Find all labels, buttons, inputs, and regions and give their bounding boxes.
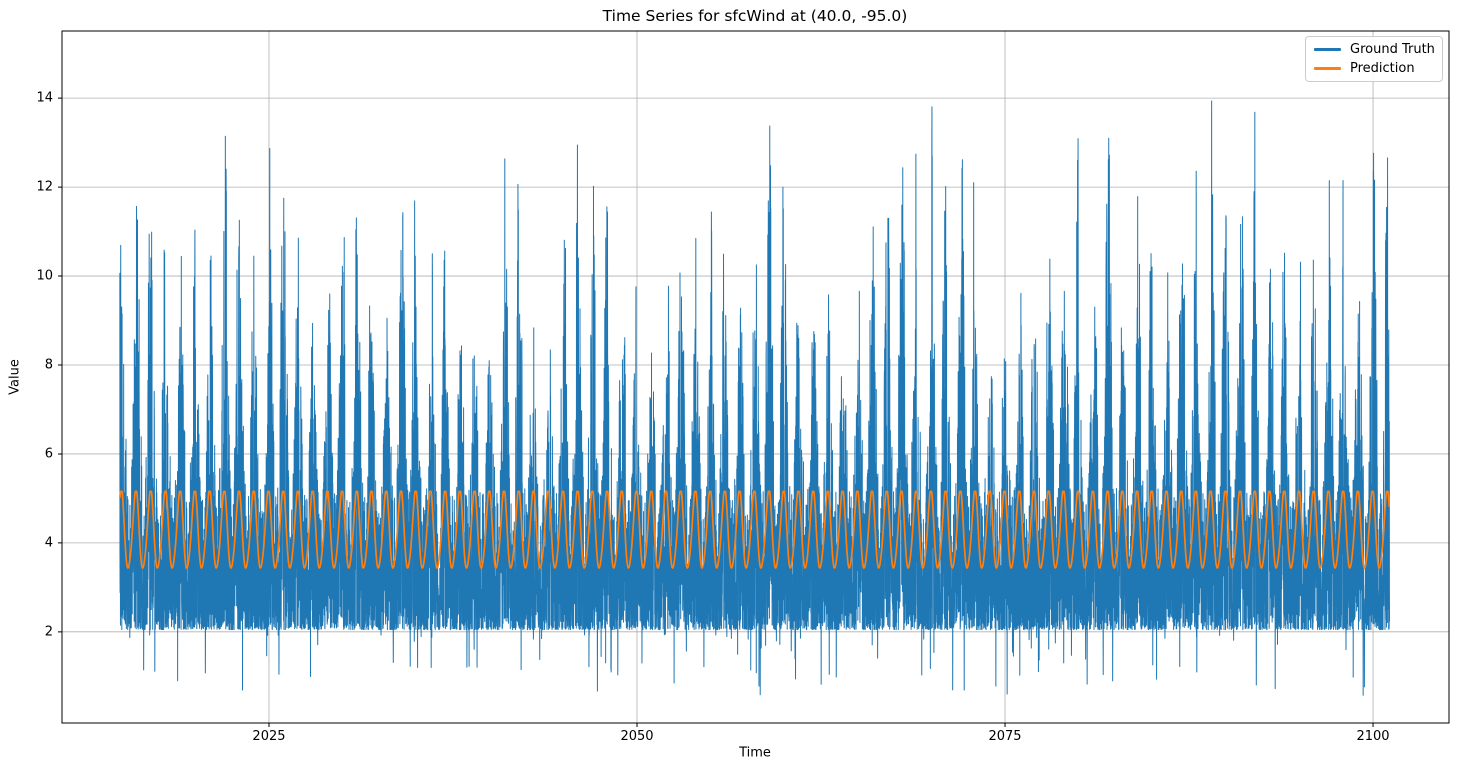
legend-label: Ground Truth — [1350, 42, 1435, 58]
legend-entry-ground-truth: Ground Truth — [1314, 42, 1435, 58]
x-tick-label: 2075 — [988, 729, 1022, 744]
y-tick-label: 4 — [44, 535, 53, 551]
legend-label: Prediction — [1350, 60, 1415, 76]
x-axis-label: Time — [739, 745, 771, 761]
x-tick-label: 2025 — [252, 729, 286, 744]
legend: Ground Truth Prediction — [1305, 36, 1443, 82]
x-tick-label: 2050 — [620, 729, 654, 744]
ground-truth-line-swatch — [1314, 48, 1341, 52]
prediction-line-swatch — [1314, 66, 1341, 70]
y-tick-label: 12 — [36, 179, 53, 195]
y-axis-label: Value — [7, 359, 23, 395]
y-tick-label: 14 — [36, 90, 53, 106]
chart-title: Time Series for sfcWind at (40.0, -95.0) — [602, 7, 908, 25]
y-tick-label: 10 — [36, 268, 53, 284]
legend-entry-prediction: Prediction — [1314, 61, 1434, 76]
y-tick-label: 2 — [44, 624, 53, 640]
y-tick-label: 6 — [44, 446, 53, 462]
x-tick-label: 2100 — [1356, 729, 1390, 744]
y-tick-label: 8 — [44, 357, 53, 373]
